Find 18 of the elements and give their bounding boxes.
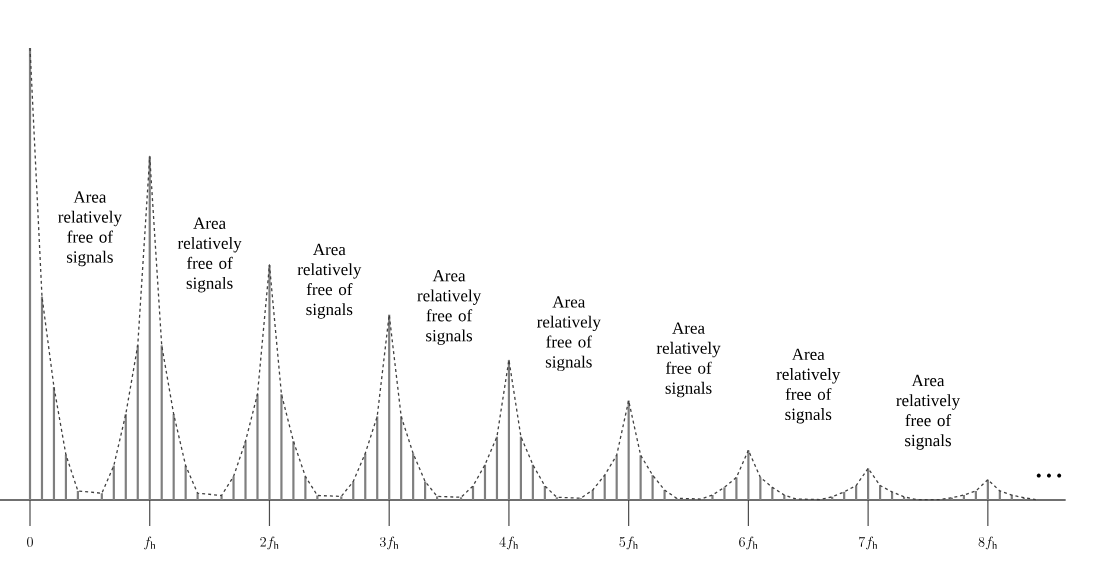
x-tick-label: $3f_\mathrm{h}$ bbox=[379, 536, 399, 550]
x-tick-label: $f_\mathrm{h}$ bbox=[144, 536, 156, 550]
annotation: Area relatively free of signals bbox=[297, 243, 362, 319]
x-tick-label: $5f_\mathrm{h}$ bbox=[619, 536, 638, 550]
annotation: Area relatively free of signals bbox=[417, 270, 482, 345]
annotation: Area relatively free of signals bbox=[177, 217, 242, 293]
annotation: Area relatively free of signals bbox=[896, 374, 961, 450]
x-tick-label: $4f_\mathrm{h}$ bbox=[499, 536, 519, 550]
x-tick-label: $6f_\mathrm{h}$ bbox=[739, 536, 758, 550]
annotation: Area relatively free of signals bbox=[776, 348, 841, 424]
x-tick-label: $0$ bbox=[27, 536, 33, 547]
annotation: Area relatively free of signals bbox=[537, 296, 601, 372]
x-tick-label: $8f_\mathrm{h}$ bbox=[978, 536, 998, 550]
x-tick-label: $7f_\mathrm{h}$ bbox=[859, 536, 878, 550]
x-tick-label: $2f_\mathrm{h}$ bbox=[260, 536, 279, 550]
annotation: Area relatively free of signals bbox=[58, 191, 122, 267]
annotation: Area relatively free of signals bbox=[656, 322, 721, 398]
annotation: • • • bbox=[1036, 473, 1062, 478]
